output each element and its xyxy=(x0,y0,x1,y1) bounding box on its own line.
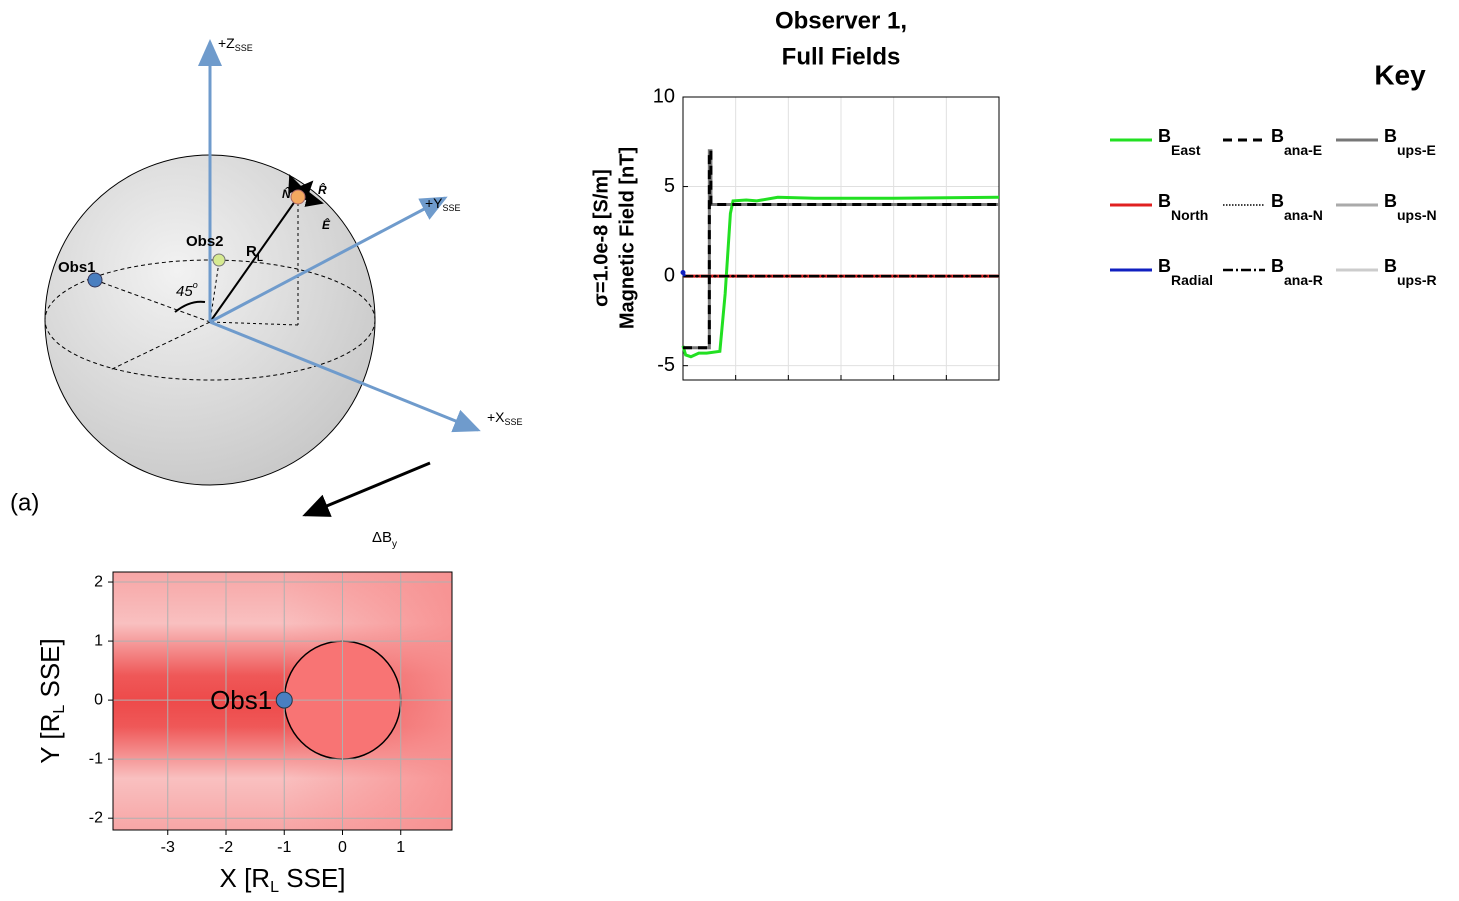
legend-subscript: ana-N xyxy=(1284,207,1323,223)
y-axis-label: Magnetic Field [nT] xyxy=(616,147,638,329)
projection xyxy=(209,321,299,326)
legend-name: B xyxy=(1158,256,1171,276)
obs2-label: Obs2 xyxy=(186,233,224,250)
legend-entry: Bups-N xyxy=(1384,191,1437,223)
label-part: Y [R xyxy=(35,714,65,764)
label-part: L xyxy=(51,705,68,714)
label-part: X [R xyxy=(220,863,271,893)
x-tick-label: 1 xyxy=(396,839,405,856)
y-tick-label: 5 xyxy=(664,175,675,197)
legend-subscript: Radial xyxy=(1171,272,1213,288)
delta-label: ΔBy xyxy=(372,529,397,550)
legend-entry: Bups-R xyxy=(1384,256,1437,288)
radius-line xyxy=(209,196,299,323)
plane-line xyxy=(109,321,211,371)
y-tick-label: -2 xyxy=(89,809,103,826)
plot-frame xyxy=(682,96,1000,381)
label: +X xyxy=(487,409,505,425)
chart-title: Observer 1, xyxy=(775,7,907,34)
legend-entry: BEast xyxy=(1158,126,1201,158)
y-tick-label: 2 xyxy=(94,573,103,590)
chart-title: Full Fields xyxy=(782,43,901,70)
subscript: SSE xyxy=(505,417,523,427)
subscript: L xyxy=(257,253,263,264)
y-label: +YSSE xyxy=(425,195,461,214)
x-label: +XSSE xyxy=(487,409,523,428)
x-axis-label: X [RL SSE] xyxy=(220,863,346,896)
n-hat: N̂ xyxy=(282,186,291,201)
legend-entry: Bana-R xyxy=(1271,256,1323,288)
label-part: SSE] xyxy=(35,638,65,704)
plot-frame xyxy=(112,571,453,831)
label: R xyxy=(246,243,257,260)
legend-entry: Bups-E xyxy=(1384,126,1436,158)
obs1-label: Obs1 xyxy=(58,259,96,276)
legend-name: B xyxy=(1384,256,1397,276)
y-axis-label: σ=1.0e-8 [S/m] xyxy=(590,169,612,307)
obs1-dot xyxy=(87,272,103,288)
series-dot xyxy=(680,270,686,276)
legend-name: B xyxy=(1158,191,1171,211)
legend-subscript: ups-R xyxy=(1397,272,1437,288)
legend-name: B xyxy=(1384,191,1397,211)
point-label: Obs1 xyxy=(210,685,272,715)
legend-title: Key xyxy=(1374,59,1426,90)
label-part: SSE] xyxy=(279,863,345,893)
legend-subscript: ana-E xyxy=(1284,142,1322,158)
r-hat: R̂ xyxy=(318,182,327,197)
y-tick-label: 0 xyxy=(94,691,103,708)
legend-entry: BRadial xyxy=(1158,256,1213,288)
z-label: +ZSSE xyxy=(218,35,253,54)
angle-arc xyxy=(174,300,206,313)
obs2-dot xyxy=(212,253,226,267)
series-line xyxy=(683,149,999,350)
radius-label: RL xyxy=(246,243,263,264)
superscript: o xyxy=(193,280,198,290)
x-axis xyxy=(209,320,481,433)
equator xyxy=(44,259,376,381)
legend-name: B xyxy=(1271,126,1284,146)
label-part: L xyxy=(270,879,279,896)
legend-entry: Bana-E xyxy=(1271,126,1322,158)
y-tick-label: -1 xyxy=(89,750,103,767)
observer-point xyxy=(275,691,293,709)
subscript: SSE xyxy=(443,203,461,213)
legend-entry: BNorth xyxy=(1158,191,1208,223)
y-tick-label: 1 xyxy=(94,632,103,649)
label: +Y xyxy=(425,195,443,211)
y-tick-label: 0 xyxy=(664,264,675,286)
angle-label: 45o xyxy=(176,280,198,300)
legend-subscript: East xyxy=(1171,142,1201,158)
legend-subscript: ups-N xyxy=(1397,207,1437,223)
series-line xyxy=(681,195,1000,359)
y-axis xyxy=(209,196,448,324)
legend-name: B xyxy=(1271,191,1284,211)
legend-subscript: ups-E xyxy=(1397,142,1436,158)
legend-name: B xyxy=(1158,126,1171,146)
legend-entry: Bana-N xyxy=(1271,191,1323,223)
subscript: SSE xyxy=(235,43,253,53)
legend-name: B xyxy=(1384,126,1397,146)
legend-subscript: ana-R xyxy=(1284,272,1323,288)
y-tick-label: -5 xyxy=(657,354,675,376)
label: 45 xyxy=(176,283,193,300)
legend-name: B xyxy=(1271,256,1284,276)
legend-subscript: North xyxy=(1171,207,1208,223)
y-tick-label: 10 xyxy=(653,85,675,107)
e-hat: Ê xyxy=(322,217,331,232)
label: ΔB xyxy=(372,529,392,546)
x-tick-label: -2 xyxy=(219,839,233,856)
delta-arrow xyxy=(302,461,431,517)
panel-label: (a) xyxy=(10,489,39,516)
label: +Z xyxy=(218,35,235,51)
sphere-diagram: +ZSSE +YSSE +XSSE Obs1 Obs2 45o RL N̂ R̂… xyxy=(10,35,523,550)
observer-dot xyxy=(290,189,306,205)
x-tick-label: -1 xyxy=(277,839,291,856)
y-axis-label: Y [RL SSE] xyxy=(35,638,68,764)
x-tick-label: -3 xyxy=(161,839,175,856)
x-tick-label: 0 xyxy=(338,839,347,856)
subscript: y xyxy=(392,539,397,550)
